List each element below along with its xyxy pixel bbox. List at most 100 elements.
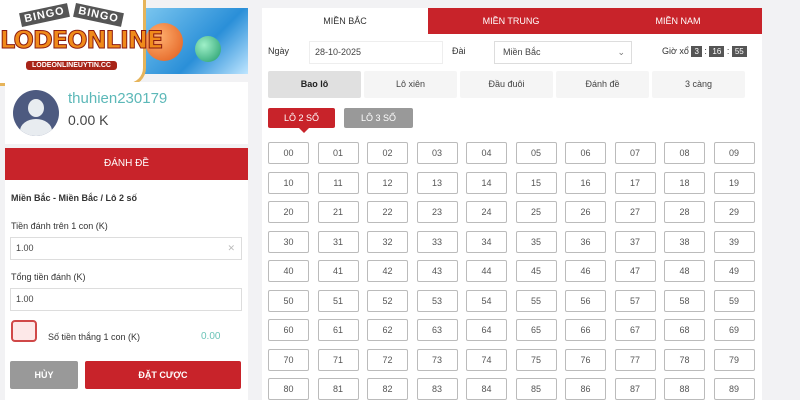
number-cell[interactable]: 16 [565,171,606,194]
number-cell[interactable]: 06 [565,142,606,164]
number-cell[interactable]: 85 [515,378,557,400]
number-cell[interactable]: 58 [664,289,705,312]
number-cell[interactable]: 46 [565,260,606,282]
number-cell[interactable]: 72 [367,348,408,371]
clear-icon[interactable]: ✕ [227,243,235,253]
number-cell[interactable]: 09 [713,142,755,164]
number-cell[interactable]: 60 [268,319,309,341]
date-input[interactable]: 28-10-2025 [309,41,443,64]
mode-lo-2-so[interactable]: LÔ 2 SỐ [268,108,335,128]
number-cell[interactable]: 02 [367,142,408,164]
number-cell[interactable]: 19 [713,171,755,194]
number-cell[interactable]: 03 [416,142,458,164]
number-cell[interactable]: 07 [614,142,656,164]
number-cell[interactable]: 35 [515,230,557,253]
number-cell[interactable]: 18 [664,171,705,194]
number-cell[interactable]: 79 [713,348,755,371]
number-cell[interactable]: 04 [466,142,507,164]
number-cell[interactable]: 63 [416,319,458,341]
number-cell[interactable]: 44 [466,260,507,282]
number-cell[interactable]: 20 [268,201,309,223]
number-cell[interactable]: 54 [466,289,507,312]
number-cell[interactable]: 28 [664,201,705,223]
number-cell[interactable]: 38 [664,230,705,253]
bet-type-tab[interactable]: Đầu đuôi [460,71,553,98]
number-cell[interactable]: 77 [614,348,656,371]
tab-mien-nam[interactable]: MIỀN NAM [594,8,762,34]
avatar[interactable] [13,90,59,136]
number-cell[interactable]: 66 [565,319,606,341]
number-cell[interactable]: 81 [317,378,359,400]
number-cell[interactable]: 55 [515,289,557,312]
station-select[interactable]: Miền Bắc ⌄ [494,41,632,64]
total-input[interactable]: 1.00 [10,288,242,311]
number-cell[interactable]: 32 [367,230,408,253]
number-cell[interactable]: 67 [614,319,656,341]
number-cell[interactable]: 57 [614,289,656,312]
number-cell[interactable]: 22 [367,201,408,223]
number-cell[interactable]: 11 [317,171,359,194]
bet-type-tab[interactable]: Lô xiên [364,71,457,98]
number-cell[interactable]: 84 [466,378,507,400]
number-cell[interactable]: 37 [614,230,656,253]
number-cell[interactable]: 68 [664,319,705,341]
tab-mien-bac[interactable]: MIỀN BẮC [323,16,367,26]
number-cell[interactable]: 34 [466,230,507,253]
number-cell[interactable]: 70 [268,348,309,371]
number-cell[interactable]: 83 [416,378,458,400]
number-cell[interactable]: 52 [367,289,408,312]
number-cell[interactable]: 27 [614,201,656,223]
mode-lo-3-so[interactable]: LÔ 3 SỐ [344,108,413,128]
number-cell[interactable]: 12 [367,171,408,194]
number-cell[interactable]: 05 [515,142,557,164]
number-cell[interactable]: 31 [317,230,359,253]
number-cell[interactable]: 88 [664,378,705,400]
number-cell[interactable]: 25 [515,201,557,223]
number-cell[interactable]: 40 [268,260,309,282]
number-cell[interactable]: 59 [713,289,755,312]
number-cell[interactable]: 33 [416,230,458,253]
number-cell[interactable]: 82 [367,378,408,400]
number-cell[interactable]: 56 [565,289,606,312]
number-cell[interactable]: 71 [317,348,359,371]
number-cell[interactable]: 23 [416,201,458,223]
number-cell[interactable]: 43 [416,260,458,282]
number-cell[interactable]: 08 [664,142,705,164]
number-cell[interactable]: 00 [268,142,309,164]
number-cell[interactable]: 47 [614,260,656,282]
number-cell[interactable]: 65 [515,319,557,341]
bet-type-tab[interactable]: Bao lô [268,71,361,98]
number-cell[interactable]: 61 [317,319,359,341]
number-cell[interactable]: 86 [565,378,606,400]
bet-type-tab[interactable]: 3 càng [652,71,745,98]
number-cell[interactable]: 74 [466,348,507,371]
amount-input[interactable]: 1.00 ✕ [10,237,242,260]
number-cell[interactable]: 75 [515,348,557,371]
bet-type-tab[interactable]: Đánh đề [556,71,649,98]
number-cell[interactable]: 17 [614,171,656,194]
number-cell[interactable]: 24 [466,201,507,223]
number-cell[interactable]: 51 [317,289,359,312]
number-cell[interactable]: 14 [466,171,507,194]
number-cell[interactable]: 29 [713,201,755,223]
site-logo[interactable]: BINGO BINGO LODEONLINE LODEONLINEUYTIN.CC [0,0,164,86]
number-cell[interactable]: 50 [268,289,309,312]
number-cell[interactable]: 21 [317,201,359,223]
number-cell[interactable]: 36 [565,230,606,253]
place-bet-button[interactable]: ĐẶT CƯỢC [85,361,241,389]
number-cell[interactable]: 73 [416,348,458,371]
cancel-button[interactable]: HỦY [10,361,78,389]
number-cell[interactable]: 53 [416,289,458,312]
number-cell[interactable]: 15 [515,171,557,194]
number-cell[interactable]: 30 [268,230,309,253]
number-cell[interactable]: 10 [268,171,309,194]
number-cell[interactable]: 76 [565,348,606,371]
number-cell[interactable]: 78 [664,348,705,371]
number-cell[interactable]: 41 [317,260,359,282]
number-cell[interactable]: 80 [268,378,309,400]
number-cell[interactable]: 26 [565,201,606,223]
number-cell[interactable]: 62 [367,319,408,341]
number-cell[interactable]: 13 [416,171,458,194]
number-cell[interactable]: 69 [713,319,755,341]
number-cell[interactable]: 87 [614,378,656,400]
